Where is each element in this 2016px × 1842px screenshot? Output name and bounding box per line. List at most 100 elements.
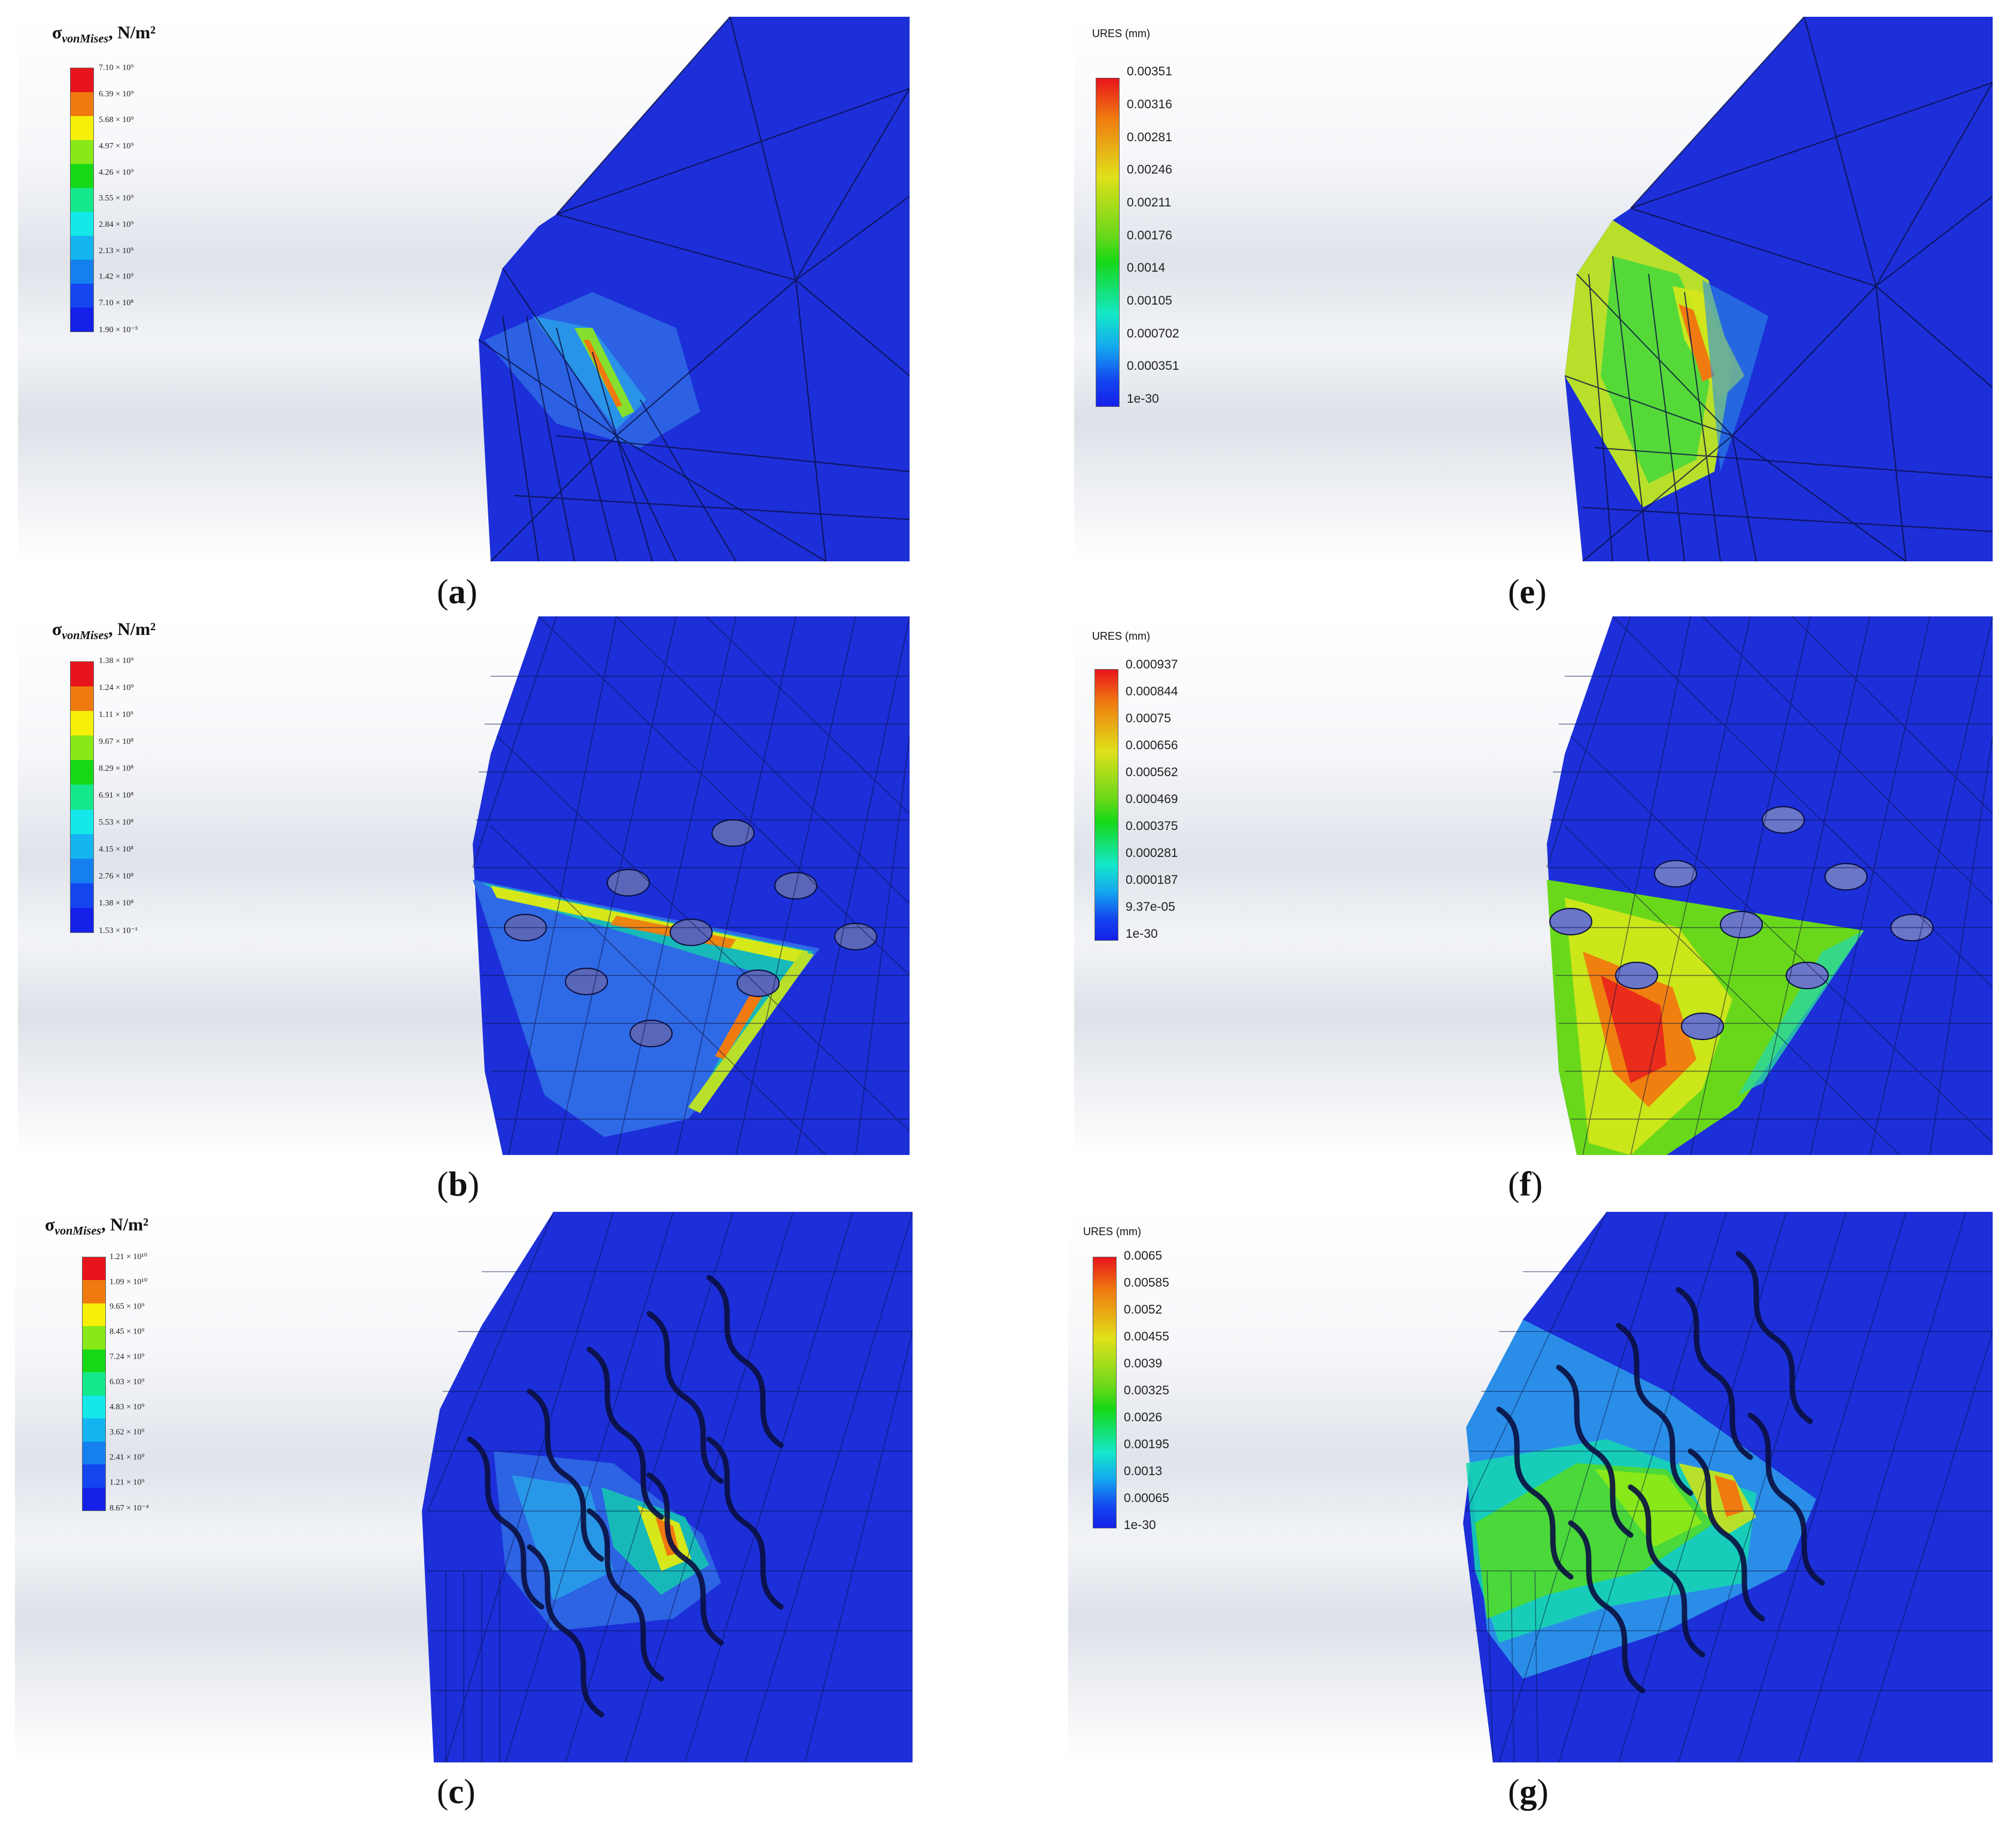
legend-tick: 4.15 × 10⁸ [99,845,134,854]
legend-tick: 1.21 × 10⁹ [110,1478,145,1487]
fea-model-b [472,616,910,1155]
legend-tick: 0.0065 [1124,1249,1163,1263]
legend-tick: 0.000937 [1126,658,1178,671]
panel-c: σvonMises, N/m² 1.21 × 10¹⁰ 1.09 × 10¹⁰ … [15,1212,913,1762]
caption-e: (e) [1508,572,1547,611]
bolt-hole [565,968,608,995]
panel-f: URES (mm) 0.000937 0.000844 0.00075 0.00… [1074,616,1993,1155]
caption-a: (a) [437,572,478,611]
bolt-hole [1681,1013,1724,1040]
legend-title: URES (mm) [1083,1226,1141,1238]
legend-tick: 1.09 × 10¹⁰ [110,1278,148,1287]
caption-f: (f) [1508,1165,1543,1203]
legend-title: URES (mm) [1092,28,1150,39]
legend-tick: 0.00065 [1124,1491,1169,1505]
legend-tick: 0.00211 [1127,196,1172,209]
fea-model-c [422,1212,913,1762]
panel-e: URES (mm) 0.00351 0.00316 0.00281 0.0024… [1074,17,1993,561]
legend-b: σvonMises, N/m² 1.38 × 10⁹ 1.24 × 10⁹ 1.… [52,619,172,943]
bolt-hole [1825,863,1868,890]
legend-tick: 1.53 × 10⁻¹ [99,926,138,935]
legend-tick: 4.97 × 10⁹ [99,142,134,151]
legend-title: σvonMises, N/m² [52,619,156,642]
bolt-hole [1654,860,1697,887]
legend-tick: 1e-30 [1127,392,1159,406]
legend-a: σvonMises, N/m² 7.10 × 10⁹ 6.39 × 10⁹ 5.… [52,23,172,346]
legend-tick: 0.00246 [1127,163,1172,177]
legend-tick: 7.10 × 10⁹ [99,63,134,72]
legend-tick: 6.03 × 10⁹ [110,1378,145,1387]
bolt-hole [630,1020,673,1047]
legend-e: URES (mm) 0.00351 0.00316 0.00281 0.0024… [1092,23,1212,418]
legend-tick: 1.24 × 10⁹ [99,683,134,692]
legend-tick: 8.45 × 10⁹ [110,1327,145,1336]
legend-tick: 1.90 × 10⁻⁵ [99,326,138,335]
legend-tick: 0.00325 [1124,1384,1169,1397]
legend-tick: 2.84 × 10⁹ [99,220,134,229]
legend-tick: 0.000702 [1127,327,1179,341]
fea-model-e [1564,17,1993,561]
color-bar [1094,669,1118,941]
legend-tick: 8.67 × 10⁻⁴ [110,1504,149,1513]
legend-tick: 0.00195 [1124,1437,1169,1451]
legend-tick: 2.41 × 10⁹ [110,1453,145,1462]
legend-tick: 0.00176 [1127,229,1172,242]
legend-tick: 0.0013 [1124,1464,1163,1478]
panel-g: URES (mm) 0.0065 0.00585 0.0052 0.00455 … [1068,1212,1993,1762]
legend-tick: 0.00585 [1124,1276,1169,1290]
legend-tick: 9.67 × 10⁸ [99,737,134,746]
color-bar [70,68,94,332]
legend-tick: 3.55 × 10⁹ [99,194,134,203]
legend-tick: 4.83 × 10⁹ [110,1403,145,1412]
legend-tick: 1.21 × 10¹⁰ [110,1253,148,1262]
bolt-hole [737,969,780,997]
legend-tick: 1.38 × 10⁹ [99,656,134,665]
caption-g: (g) [1508,1772,1549,1811]
bolt-hole [1549,908,1592,935]
legend-tick: 2.76 × 10⁸ [99,872,134,881]
fea-model-a [478,17,910,561]
color-bar [70,661,94,933]
legend-tick: 0.0039 [1124,1357,1163,1370]
legend-tick: 0.0026 [1124,1411,1163,1424]
legend-tick: 6.39 × 10⁹ [99,90,134,99]
legend-f: URES (mm) 0.000937 0.000844 0.00075 0.00… [1092,619,1212,955]
legend-tick: 1.11 × 10⁹ [99,710,133,719]
legend-c: σvonMises, N/m² 1.21 × 10¹⁰ 1.09 × 10¹⁰ … [45,1215,165,1526]
bolt-hole [670,919,713,946]
legend-tick: 0.0014 [1127,261,1166,275]
legend-tick: 1.42 × 10⁹ [99,272,134,281]
legend-tick: 7.10 × 10⁸ [99,299,134,308]
caption-c: (c) [437,1772,476,1811]
legend-title: URES (mm) [1092,630,1150,642]
legend-tick: 7.24 × 10⁹ [110,1352,145,1361]
legend-tick: 0.000469 [1126,792,1178,806]
legend-tick: 1e-30 [1124,1518,1156,1532]
legend-tick: 5.53 × 10⁸ [99,818,134,827]
legend-tick: 8.29 × 10⁸ [99,764,134,773]
legend-tick: 9.37e-05 [1126,900,1175,914]
legend-tick: 4.26 × 10⁹ [99,168,134,177]
legend-tick: 0.00281 [1127,130,1172,144]
legend-tick: 0.000844 [1126,685,1178,698]
legend-tick: 0.00105 [1127,294,1172,308]
legend-tick: 0.00351 [1127,65,1172,78]
legend-tick: 0.00455 [1124,1330,1169,1343]
legend-tick: 0.0052 [1124,1303,1163,1317]
legend-tick: 0.000187 [1126,873,1178,887]
legend-tick: 0.00316 [1127,98,1172,111]
color-bar [1093,1257,1117,1528]
legend-title: σvonMises, N/m² [52,23,156,45]
legend-tick: 9.65 × 10⁹ [110,1302,145,1311]
legend-tick: 2.13 × 10⁹ [99,247,134,256]
panel-a: σvonMises, N/m² 7.10 × 10⁹ 6.39 × 10⁹ 5.… [18,17,910,561]
legend-tick: 5.68 × 10⁹ [99,115,134,124]
legend-tick: 0.00075 [1126,712,1171,725]
color-bar [82,1257,106,1511]
fea-model-g [1463,1212,1993,1762]
caption-b: (b) [437,1165,479,1203]
legend-tick: 6.91 × 10⁸ [99,791,134,800]
legend-tick: 0.000562 [1126,765,1178,779]
legend-tick: 3.62 × 10⁹ [110,1428,145,1437]
color-bar [1096,78,1120,407]
